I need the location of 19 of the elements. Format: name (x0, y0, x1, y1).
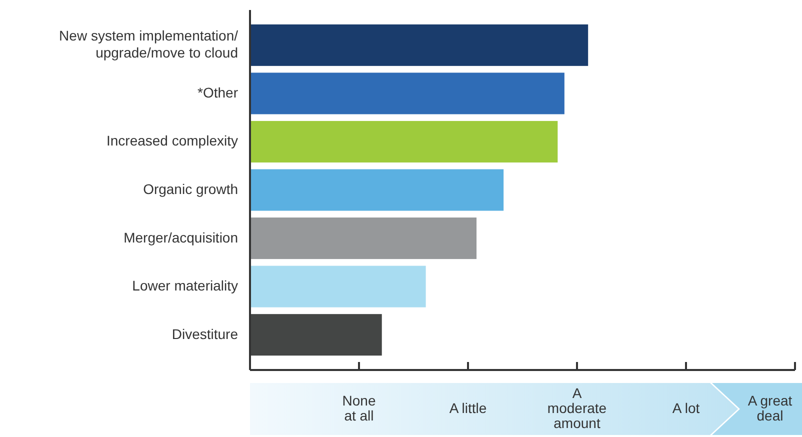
y-tick-label: Increased complexity (106, 132, 238, 148)
bar (250, 218, 477, 260)
bar (250, 169, 504, 211)
text: None at all (342, 392, 376, 424)
bar (250, 120, 558, 162)
y-tick-label: Organic growth (143, 180, 238, 197)
y-tick-label: New system implementation/upgrade/move to cloud (59, 27, 238, 60)
y-tick-label: Divestiture (172, 326, 238, 342)
text: A great deal (748, 392, 792, 424)
y-tick-label: Merger/acquisition (124, 228, 238, 245)
y-tick-label: *Other (198, 84, 238, 100)
bar (250, 72, 564, 114)
text: A moderate amount (547, 384, 607, 431)
y-tick-label: Lower materiality (132, 277, 238, 294)
text: A lot (672, 400, 700, 416)
bar (250, 314, 382, 356)
bar (250, 266, 426, 308)
bar (250, 24, 588, 66)
text: A little (449, 400, 487, 416)
